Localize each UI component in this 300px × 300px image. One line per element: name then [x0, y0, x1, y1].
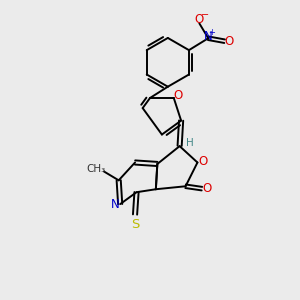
- Text: O: O: [194, 13, 203, 26]
- Text: O: O: [202, 182, 212, 195]
- Text: N: N: [110, 198, 119, 211]
- Text: H: H: [186, 138, 193, 148]
- Text: −: −: [201, 10, 209, 20]
- Text: CH₃: CH₃: [86, 164, 106, 174]
- Text: O: O: [173, 89, 183, 102]
- Text: O: O: [225, 35, 234, 48]
- Text: O: O: [198, 154, 207, 167]
- Text: N: N: [204, 30, 213, 43]
- Text: +: +: [208, 28, 215, 38]
- Text: S: S: [131, 218, 139, 231]
